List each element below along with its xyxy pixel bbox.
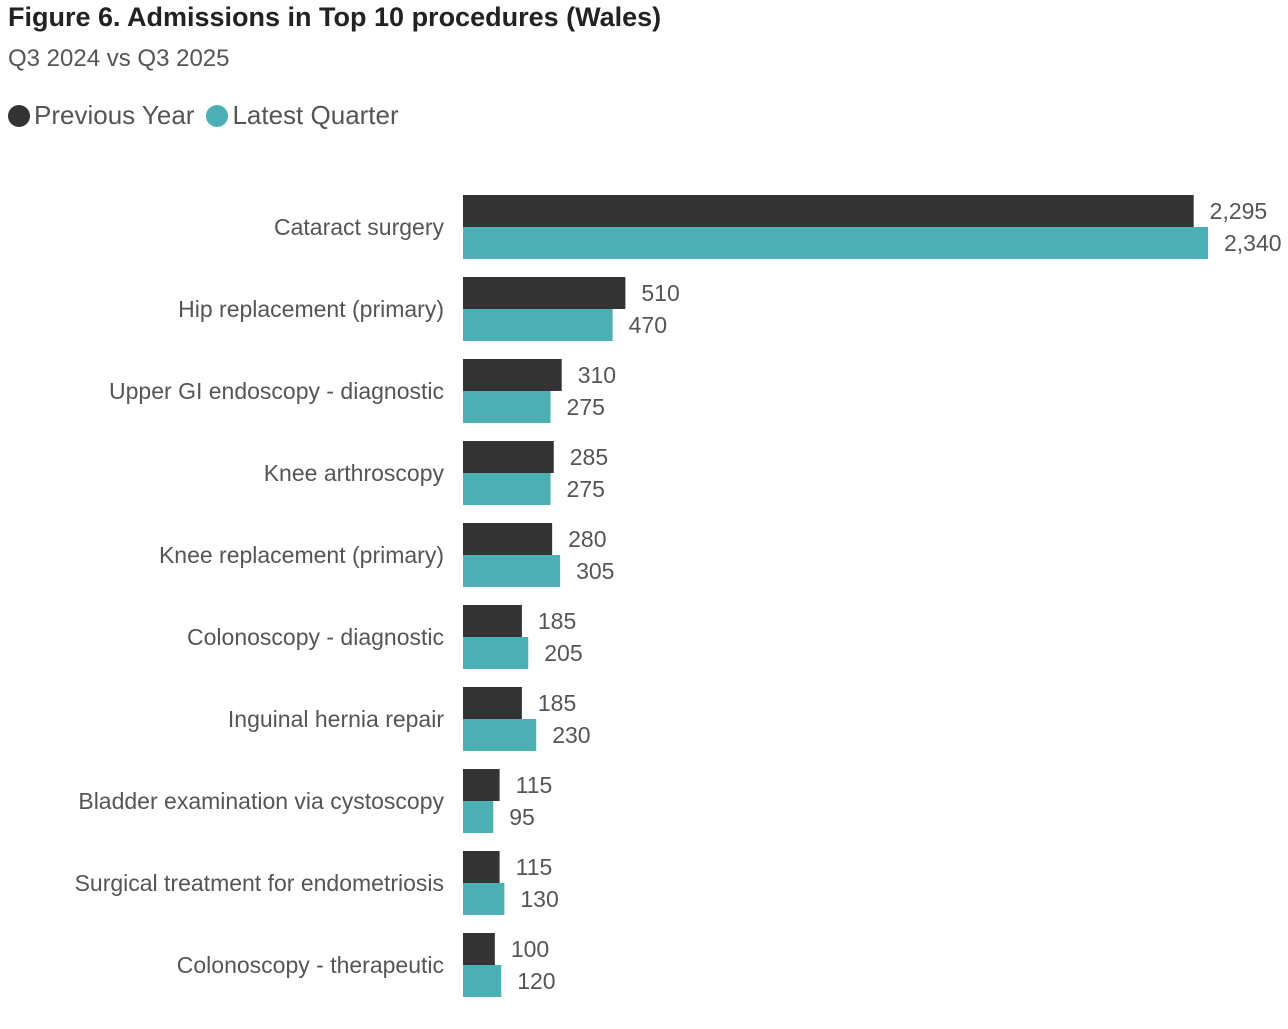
category-label-cataract-surgery: Cataract surgery (274, 214, 445, 240)
bar-latest-quarter-inguinal-hernia-repair (463, 719, 537, 751)
category-label-colonoscopy-therapeutic: Colonoscopy - therapeutic (177, 952, 444, 978)
bar-latest-quarter-colonoscopy-therapeutic (463, 965, 502, 997)
bar-previous-year-inguinal-hernia-repair (463, 687, 522, 719)
value-label-latest-quarter-upper-gi-endoscopy-diagnostic: 275 (567, 394, 605, 420)
category-label-bladder-examination-via-cystoscopy: Bladder examination via cystoscopy (78, 788, 444, 814)
chart-legend: Previous Year Latest Quarter (8, 100, 411, 131)
category-label-surgical-treatment-for-endometriosis: Surgical treatment for endometriosis (75, 870, 444, 896)
value-label-latest-quarter-colonoscopy-diagnostic: 205 (544, 640, 582, 666)
value-label-previous-year-surgical-treatment-for-endometriosis: 115 (516, 854, 553, 880)
bar-previous-year-colonoscopy-diagnostic (463, 605, 522, 637)
legend-swatch-latest-quarter (206, 104, 229, 127)
value-label-latest-quarter-bladder-examination-via-cystoscopy: 95 (509, 804, 535, 830)
value-label-previous-year-upper-gi-endoscopy-diagnostic: 310 (578, 362, 616, 388)
value-label-latest-quarter-knee-arthroscopy: 275 (567, 476, 605, 502)
value-label-latest-quarter-hip-replacement-primary: 470 (629, 312, 667, 338)
bar-latest-quarter-knee-arthroscopy (463, 473, 551, 505)
category-label-knee-replacement-primary: Knee replacement (primary) (159, 542, 444, 568)
chart-subtitle: Q3 2024 vs Q3 2025 (8, 45, 230, 72)
value-label-previous-year-hip-replacement-primary: 510 (641, 280, 679, 306)
category-label-knee-arthroscopy: Knee arthroscopy (264, 460, 445, 486)
bar-latest-quarter-cataract-surgery (463, 227, 1208, 259)
bar-latest-quarter-hip-replacement-primary (463, 309, 613, 341)
legend-item-previous-year: Previous Year (8, 100, 194, 131)
category-label-upper-gi-endoscopy-diagnostic: Upper GI endoscopy - diagnostic (109, 378, 444, 404)
value-label-latest-quarter-inguinal-hernia-repair: 230 (552, 722, 590, 748)
value-label-previous-year-inguinal-hernia-repair: 185 (538, 690, 576, 716)
bar-latest-quarter-knee-replacement-primary (463, 555, 561, 587)
value-label-previous-year-colonoscopy-diagnostic: 185 (538, 608, 576, 634)
bar-previous-year-hip-replacement-primary (463, 277, 626, 309)
bar-latest-quarter-bladder-examination-via-cystoscopy (463, 801, 494, 833)
value-label-latest-quarter-surgical-treatment-for-endometriosis: 130 (520, 886, 558, 912)
value-label-latest-quarter-cataract-surgery: 2,340 (1224, 230, 1282, 256)
chart-title: Figure 6. Admissions in Top 10 procedure… (8, 2, 662, 32)
value-label-previous-year-knee-replacement-primary: 280 (568, 526, 606, 552)
legend-swatch-previous-year (8, 104, 30, 127)
bar-previous-year-surgical-treatment-for-endometriosis (463, 851, 500, 883)
bar-latest-quarter-colonoscopy-diagnostic (463, 637, 529, 669)
bar-latest-quarter-surgical-treatment-for-endometriosis (463, 883, 505, 915)
value-label-latest-quarter-colonoscopy-therapeutic: 120 (517, 968, 555, 994)
bar-previous-year-bladder-examination-via-cystoscopy (463, 769, 500, 801)
value-label-previous-year-bladder-examination-via-cystoscopy: 115 (516, 772, 553, 798)
bar-latest-quarter-upper-gi-endoscopy-diagnostic (463, 391, 551, 423)
legend-item-latest-quarter: Latest Quarter (206, 100, 399, 131)
value-label-latest-quarter-knee-replacement-primary: 305 (576, 558, 614, 584)
legend-label-previous-year: Previous Year (34, 100, 195, 130)
category-label-inguinal-hernia-repair: Inguinal hernia repair (228, 706, 444, 732)
value-label-previous-year-colonoscopy-therapeutic: 100 (511, 936, 549, 962)
bar-previous-year-knee-arthroscopy (463, 441, 554, 473)
bar-previous-year-upper-gi-endoscopy-diagnostic (463, 359, 562, 391)
category-label-colonoscopy-diagnostic: Colonoscopy - diagnostic (187, 624, 444, 650)
legend-label-latest-quarter: Latest Quarter (232, 100, 399, 130)
value-label-previous-year-knee-arthroscopy: 285 (570, 444, 608, 470)
bar-previous-year-cataract-surgery (463, 195, 1194, 227)
value-label-previous-year-cataract-surgery: 2,295 (1210, 198, 1268, 224)
category-label-hip-replacement-primary: Hip replacement (primary) (178, 296, 444, 322)
bar-previous-year-colonoscopy-therapeutic (463, 933, 495, 965)
bar-previous-year-knee-replacement-primary (463, 523, 553, 555)
